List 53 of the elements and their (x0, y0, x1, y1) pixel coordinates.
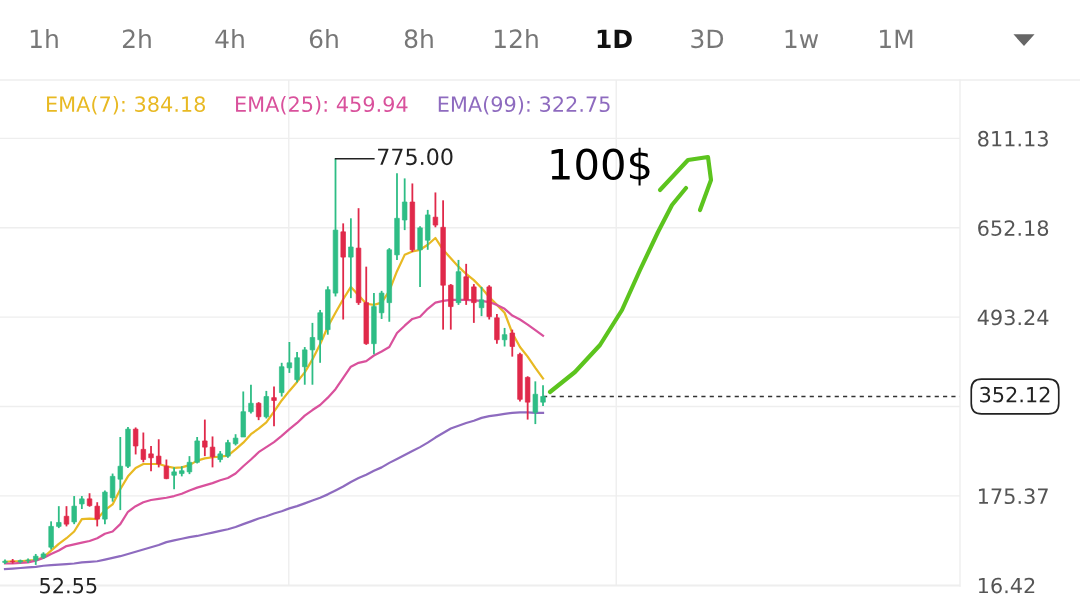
candlestick (271, 385, 277, 428)
text: 8h (404, 28, 433, 49)
text: 3D (691, 29, 724, 49)
y-tick-label: 493.24 (977, 309, 1049, 326)
candlestick (263, 390, 269, 420)
candlestick (63, 505, 70, 528)
annotation: 52.55 (40, 577, 97, 594)
candlestick (348, 217, 354, 300)
y-tick-label: 652.18 (978, 220, 1049, 236)
y-tick-label: 175.37 (978, 488, 1048, 505)
text: 1D (597, 29, 632, 48)
candlestick (48, 520, 54, 551)
text: 12h (494, 28, 538, 48)
candlestick (71, 495, 77, 526)
text: 1w (785, 29, 819, 48)
candlestick (10, 558, 16, 565)
candlestick (140, 431, 146, 464)
candlestick (532, 380, 538, 425)
candlestick (133, 426, 139, 456)
candlestick (494, 312, 500, 345)
candlestick (471, 283, 477, 324)
text: 4h (215, 28, 244, 48)
text: EMA(25): 459.94 (236, 95, 408, 115)
candlestick (432, 191, 439, 229)
candlestick (501, 327, 508, 348)
candlestick (156, 438, 162, 469)
candlestick (294, 351, 300, 384)
text: EMA(7): 384.18 (47, 95, 206, 115)
candlestick (248, 383, 254, 415)
text: 100$ (551, 147, 650, 186)
candlestick (194, 436, 200, 465)
ref-line-label: 352.12 (980, 386, 1050, 403)
candlestick (448, 283, 454, 331)
text: 1h (30, 28, 58, 48)
candlestick (148, 445, 154, 473)
candlestick (171, 466, 177, 491)
candlestick (56, 505, 62, 529)
candlestick (540, 384, 546, 407)
annotation: 775.00 (378, 148, 453, 166)
candlestick (463, 262, 469, 306)
candlestick (417, 225, 423, 288)
text: 6h (309, 28, 338, 49)
candlestick (509, 328, 515, 358)
y-tick-label: 16.42 (978, 577, 1035, 594)
candlestick (209, 435, 216, 469)
candlestick (402, 177, 408, 232)
y-tick-label: 811.13 (978, 130, 1048, 147)
candlestick (478, 285, 485, 318)
text: EMA(99): 322.75 (438, 95, 610, 115)
text: 1M (880, 29, 913, 48)
candlestick (202, 418, 208, 458)
text: 2h (122, 28, 151, 48)
candlestick (94, 501, 100, 528)
